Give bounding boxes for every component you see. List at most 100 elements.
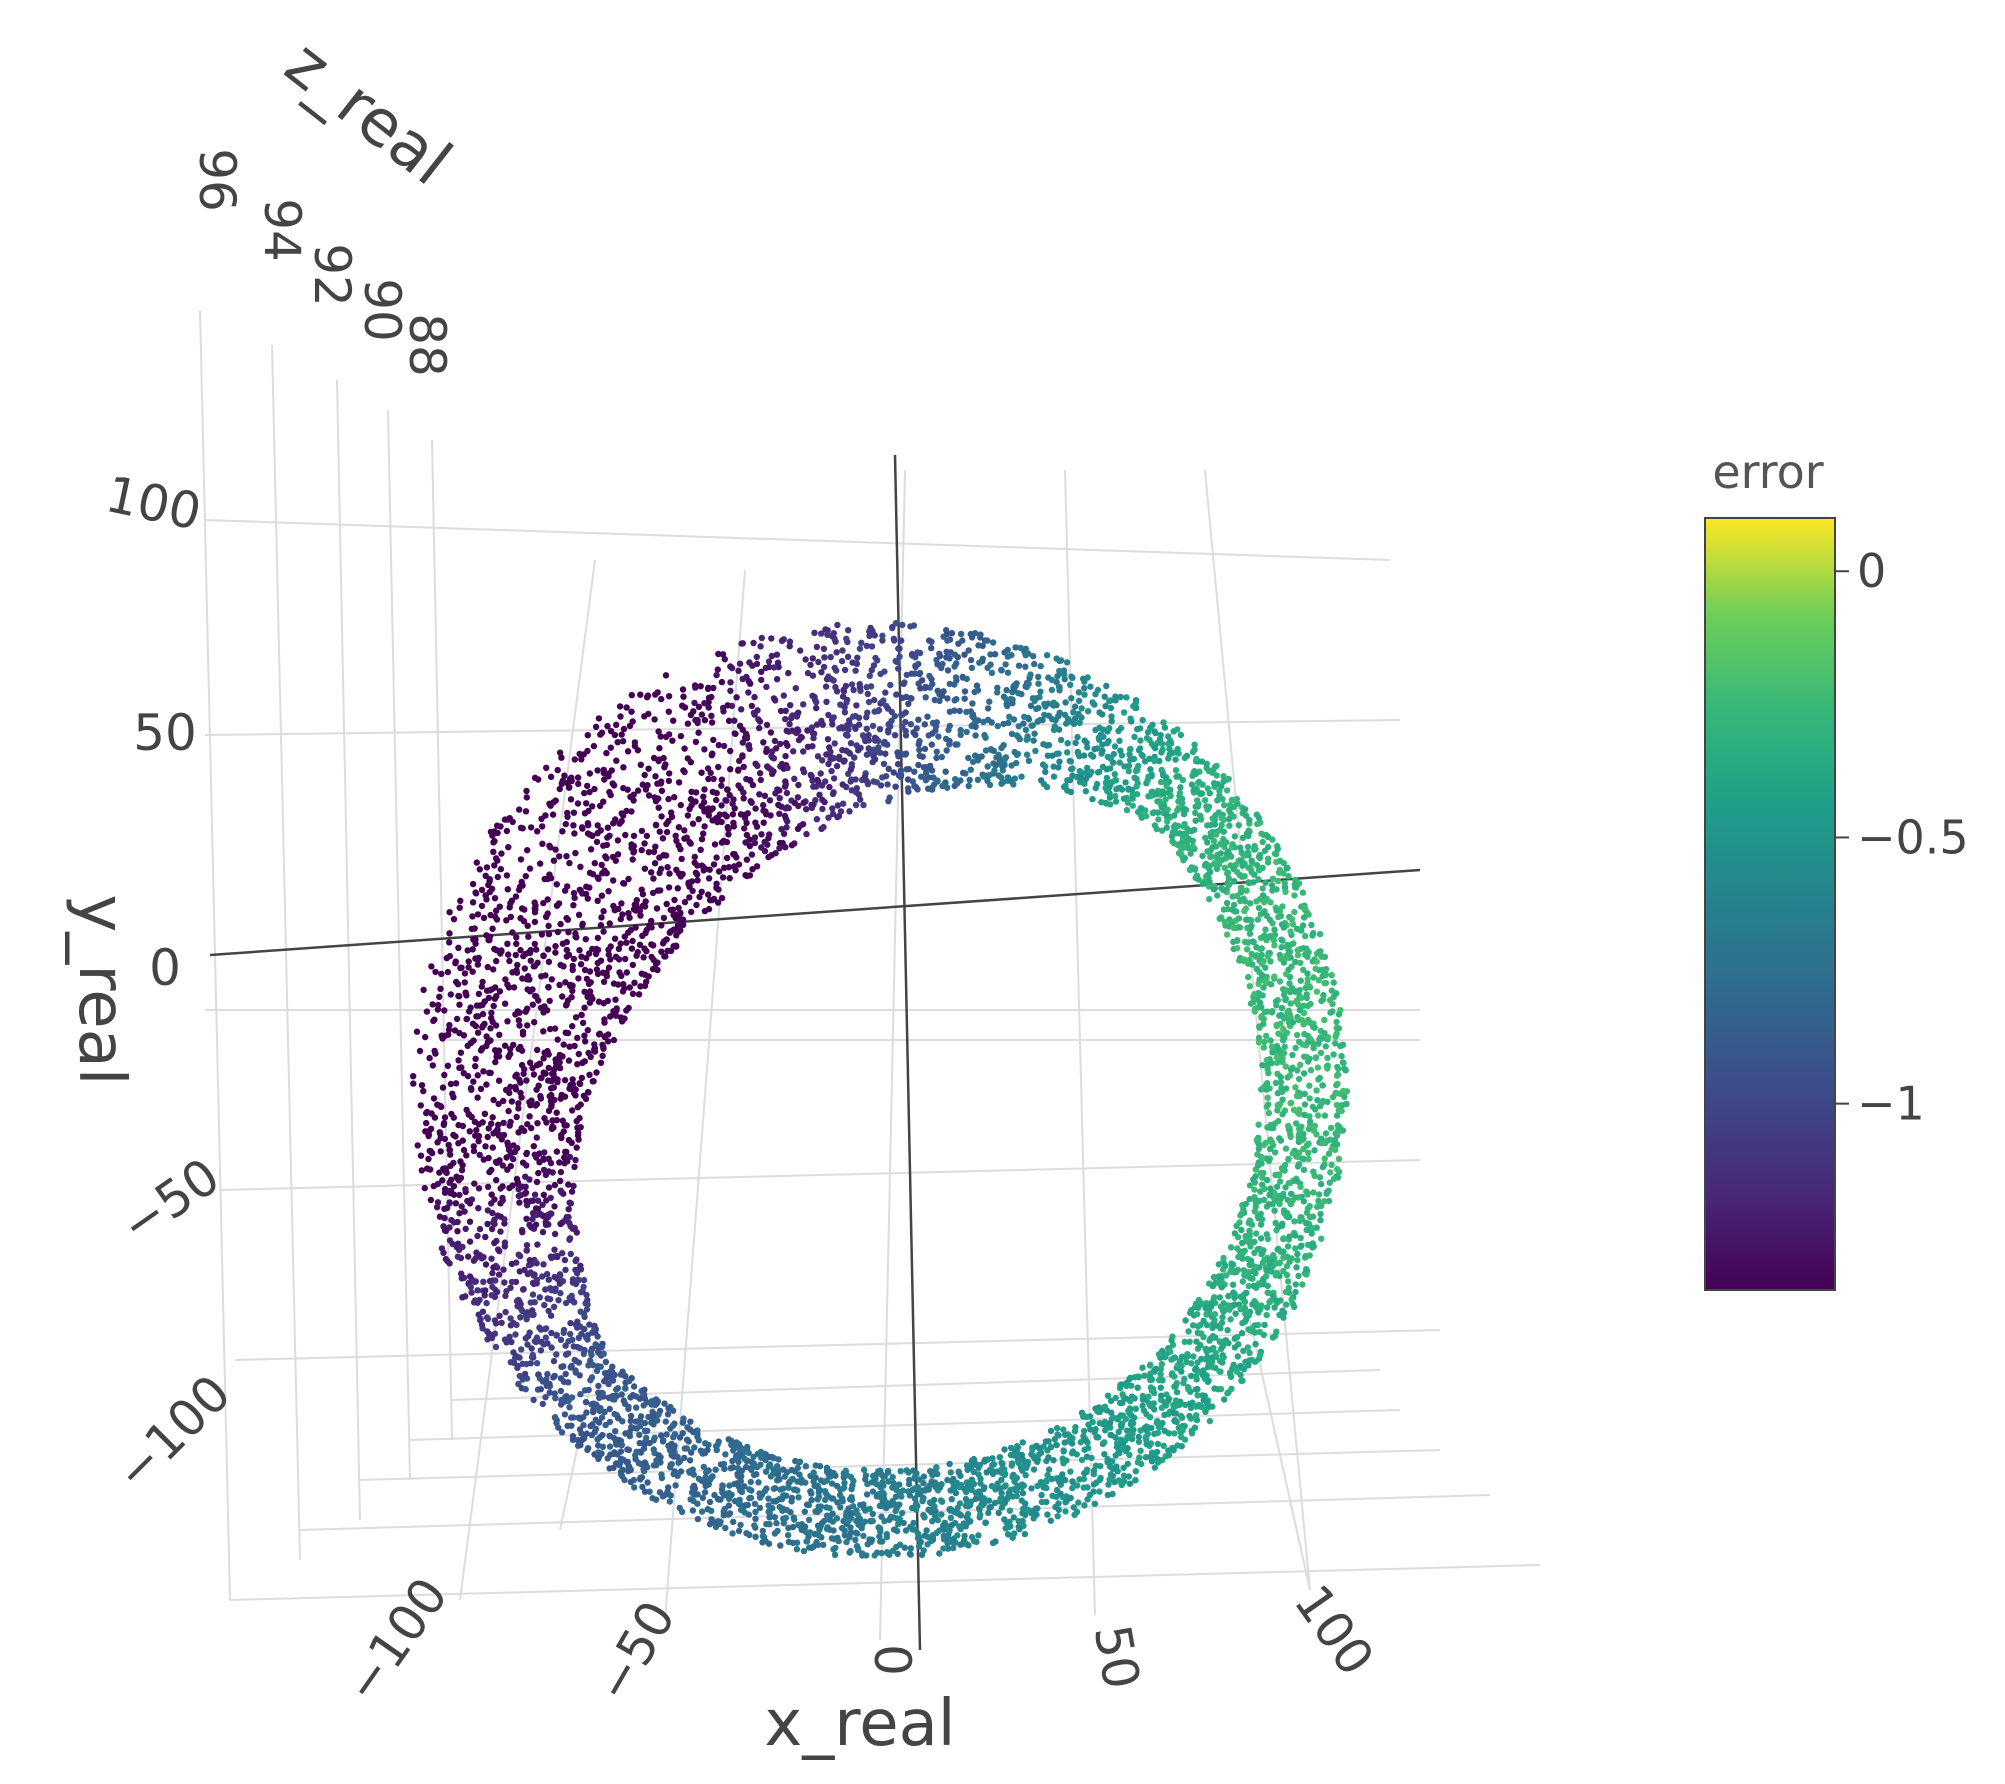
scatter-point	[616, 820, 623, 827]
scatter-point	[829, 790, 837, 798]
scatter-point	[648, 953, 655, 961]
scatter-point	[557, 1168, 565, 1176]
scatter-point	[1006, 1507, 1014, 1514]
scatter-point	[1127, 745, 1134, 753]
scatter-point	[984, 705, 992, 712]
scatter-point	[946, 655, 953, 662]
scatter-point	[665, 884, 673, 891]
scatter-point	[902, 1527, 910, 1534]
scatter-point	[648, 869, 655, 876]
scatter-point	[828, 1535, 836, 1542]
scatter-point	[570, 822, 577, 829]
scatter-point	[624, 786, 631, 793]
scatter-point	[965, 782, 972, 790]
scatter-point	[1215, 1261, 1223, 1268]
scatter-point	[441, 1135, 449, 1143]
scatter-point	[1271, 942, 1278, 949]
scatter-point	[1259, 885, 1266, 892]
scatter-point	[1185, 1328, 1192, 1335]
scatter-point	[1117, 747, 1124, 754]
scatter-point	[610, 782, 618, 789]
scatter-point	[649, 965, 657, 973]
scatter-point	[824, 631, 831, 638]
scatter-point	[637, 983, 644, 990]
scatter-point	[610, 1008, 617, 1015]
scatter-point	[825, 814, 832, 821]
scatter-point	[433, 1204, 441, 1211]
scatter-point	[1224, 869, 1232, 876]
scatter-point	[1255, 1145, 1263, 1153]
scatter-point	[1260, 1044, 1268, 1051]
scatter-point	[988, 669, 996, 677]
scatter-point	[729, 811, 737, 818]
scatter-point	[1089, 1419, 1096, 1426]
scatter-point	[507, 1050, 514, 1058]
scatter-point	[698, 711, 706, 718]
scatter-point	[1229, 843, 1236, 850]
scatter-point	[1269, 1049, 1276, 1056]
scatter-point	[985, 1497, 993, 1504]
scatter-point	[766, 1461, 774, 1468]
scatter-point	[771, 1485, 779, 1492]
scatter-point	[860, 801, 867, 809]
scatter-point	[758, 676, 765, 684]
scatter-point	[933, 1464, 940, 1471]
scatter-point	[1130, 1414, 1138, 1421]
scatter-point	[1342, 1067, 1349, 1074]
scatter-point	[584, 1088, 592, 1096]
scatter-point	[623, 1007, 630, 1014]
scatter-point	[457, 964, 464, 972]
scatter-point	[1007, 1444, 1015, 1452]
scatter-point	[919, 1487, 926, 1494]
scatter-point	[866, 1505, 873, 1513]
scatter-point	[726, 1510, 734, 1517]
scatter-point	[765, 658, 773, 665]
scatter-point	[1311, 1122, 1319, 1130]
scatter-point	[1176, 1401, 1183, 1409]
scatter-point	[574, 1324, 581, 1331]
scatter-point	[698, 769, 705, 776]
scatter-point	[1262, 1273, 1270, 1280]
scatter-point	[1134, 1384, 1141, 1391]
scatter-point	[619, 988, 627, 995]
scatter-point	[1235, 915, 1243, 922]
scatter-point	[1260, 1196, 1268, 1204]
scatter-point	[930, 774, 937, 781]
scatter-point	[1269, 875, 1277, 882]
scatter-point	[478, 983, 485, 990]
scatter-point	[1003, 686, 1010, 694]
scatter-point	[1182, 830, 1190, 837]
scatter-point	[1157, 1384, 1165, 1391]
scatter-point	[560, 1329, 567, 1337]
scatter-point	[652, 821, 660, 828]
scatter-point	[1338, 1052, 1345, 1060]
scatter-point	[1074, 1482, 1081, 1489]
scatter-point	[502, 1308, 509, 1316]
scatter-point	[892, 1493, 900, 1500]
scatter-point	[1062, 699, 1069, 706]
scatter-point	[715, 741, 722, 749]
scatter-point	[617, 713, 624, 720]
scatter-point	[456, 1210, 463, 1217]
scatter-point	[976, 1461, 984, 1469]
scatter-point	[1292, 1044, 1299, 1052]
scatter-point	[708, 1507, 715, 1515]
scatter-point	[1045, 1454, 1052, 1461]
scatter-point	[1316, 930, 1324, 938]
scatter-point	[656, 756, 663, 763]
scatter-point	[1157, 1365, 1165, 1373]
scatter-point	[575, 780, 582, 788]
scatter-point	[1231, 833, 1239, 840]
scatter-point	[891, 712, 898, 720]
scatter-point	[1326, 1179, 1334, 1186]
scatter-point	[1300, 1155, 1308, 1163]
scatter-point	[500, 1131, 508, 1139]
scatter-point	[681, 745, 688, 752]
scatter-point	[699, 1494, 706, 1502]
scatter-point	[644, 1479, 651, 1486]
scatter-point	[491, 913, 499, 920]
scatter-point	[494, 873, 501, 881]
scatter-point	[980, 1500, 988, 1507]
scatter-point	[630, 791, 637, 798]
scatter-point	[1123, 806, 1131, 814]
